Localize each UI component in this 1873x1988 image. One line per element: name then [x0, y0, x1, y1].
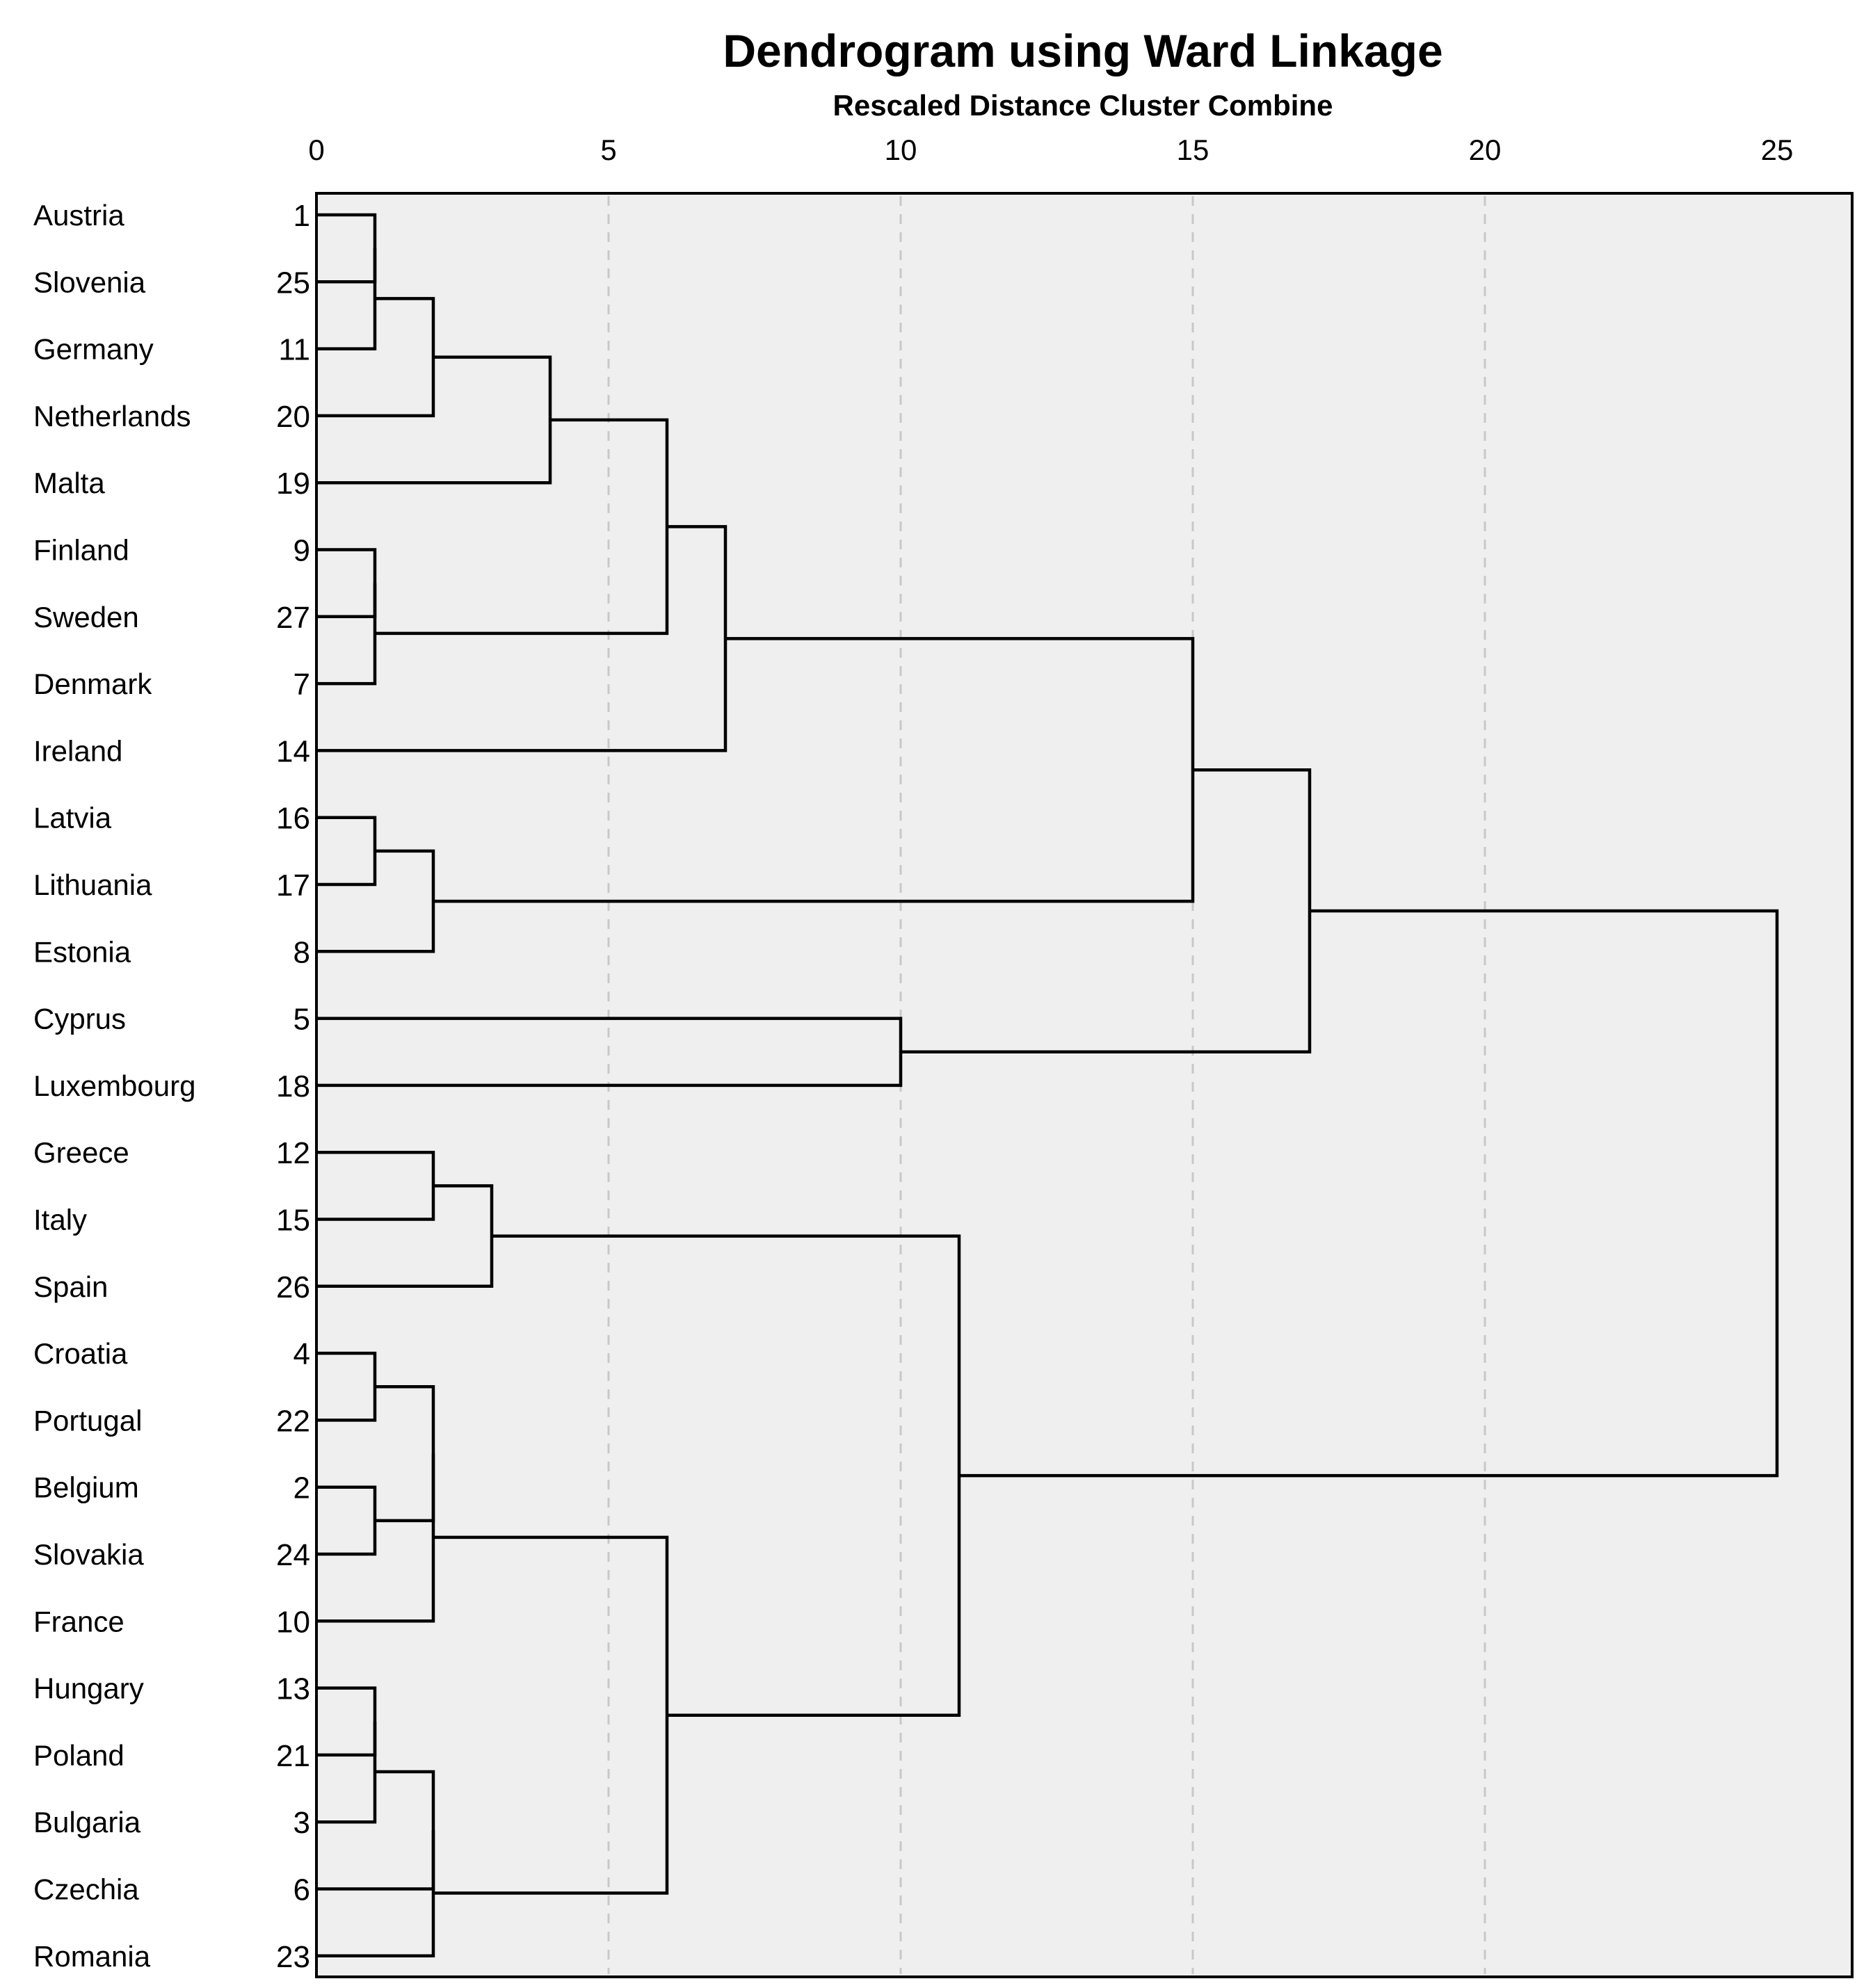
leaf-case-number: 8 — [294, 935, 310, 969]
leaf-case-number: 4 — [294, 1337, 310, 1371]
leaf-label: Czechia — [33, 1873, 139, 1906]
dendrogram-link — [316, 1830, 435, 1958]
x-axis-ticks: 0 5 10 15 20 25 — [308, 134, 1793, 166]
leaf-case-number: 3 — [294, 1806, 310, 1840]
leaf-case-number: 25 — [276, 266, 310, 300]
x-tick-label: 15 — [1177, 134, 1209, 166]
dendrogram-link — [316, 583, 377, 686]
leaf-case-number: 16 — [276, 802, 310, 836]
leaf-case-number: 10 — [276, 1605, 310, 1639]
leaf-case-number: 6 — [294, 1873, 310, 1907]
leaf-label: Spain — [33, 1270, 108, 1303]
dendrogram-link — [316, 1453, 435, 1623]
leaf-case-number: 18 — [276, 1069, 310, 1104]
dendrogram-link — [316, 248, 377, 350]
leaf-case-number: 23 — [276, 1940, 310, 1974]
leaf-label: Malta — [33, 467, 105, 499]
leaf-case-number: 15 — [276, 1204, 310, 1238]
leaf-case-number: 2 — [294, 1471, 310, 1505]
leaf-case-number: 11 — [278, 333, 310, 367]
x-tick-label: 5 — [600, 134, 616, 166]
leaf-case-number: 12 — [276, 1136, 310, 1170]
leaf-case-number: 13 — [276, 1672, 310, 1706]
leaf-case-number: 9 — [294, 534, 310, 568]
leaf-label: Luxembourg — [33, 1069, 195, 1102]
leaf-label: Ireland — [33, 734, 122, 767]
leaf-case-number: 7 — [294, 668, 310, 702]
leaf-case-number: 14 — [276, 734, 310, 768]
dendrogram-links — [316, 213, 1779, 1958]
leaf-label: Slovakia — [33, 1538, 144, 1571]
leaf-label: Belgium — [33, 1471, 139, 1504]
x-tick-label: 25 — [1761, 134, 1794, 166]
leaf-label: Estonia — [33, 935, 131, 968]
dendrogram-link — [959, 909, 1779, 1478]
leaf-label: Sweden — [33, 601, 139, 633]
leaf-label: Italy — [33, 1204, 87, 1236]
leaf-label: Romania — [33, 1940, 151, 1973]
leaf-label: Greece — [33, 1136, 129, 1169]
leaf-case-number: 17 — [276, 868, 310, 903]
leaf-label: Portugal — [33, 1404, 142, 1437]
leaf-case-number: 20 — [276, 400, 310, 434]
leaf-label: Croatia — [33, 1337, 128, 1370]
leaf-case-number: 22 — [276, 1404, 310, 1438]
x-tick-label: 0 — [308, 134, 324, 166]
leaf-label: Bulgaria — [33, 1806, 141, 1839]
leaf-label: Netherlands — [33, 400, 191, 433]
leaf-case-number: 24 — [276, 1538, 310, 1572]
leaf-case-number: 21 — [276, 1739, 310, 1773]
leaf-label: Cyprus — [33, 1003, 126, 1035]
leaf-case-number: 5 — [294, 1003, 310, 1037]
x-tick-label: 20 — [1469, 134, 1502, 166]
leaf-label: France — [33, 1605, 124, 1638]
leaf-label: Slovenia — [33, 266, 146, 298]
leaf-label: Lithuania — [33, 868, 152, 901]
chart-subtitle: Rescaled Distance Cluster Combine — [833, 89, 1333, 122]
leaf-case-number: 26 — [276, 1270, 310, 1304]
leaf-label: Poland — [33, 1739, 124, 1772]
leaf-case-number: 1 — [294, 199, 310, 233]
leaf-label: Finland — [33, 534, 129, 567]
leaf-label: Latvia — [33, 802, 112, 834]
leaf-label: Austria — [33, 199, 124, 232]
leaf-case-number: 27 — [276, 601, 310, 635]
chart-title: Dendrogram using Ward Linkage — [723, 25, 1442, 76]
leaf-label: Denmark — [33, 668, 152, 700]
leaf-label: Germany — [33, 333, 154, 366]
leaf-label: Hungary — [33, 1672, 144, 1705]
leaf-case-number: 19 — [276, 467, 310, 501]
x-tick-label: 10 — [885, 134, 917, 166]
dendrogram-link — [316, 1721, 377, 1824]
